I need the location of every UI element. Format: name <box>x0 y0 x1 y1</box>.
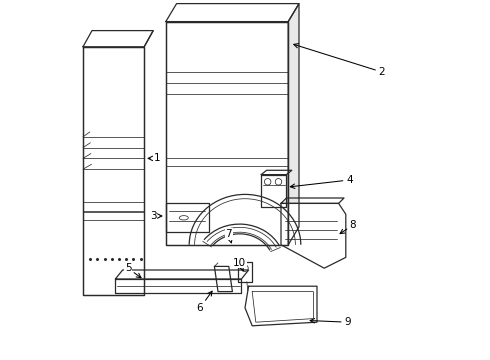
Text: 6: 6 <box>196 291 212 313</box>
Polygon shape <box>83 47 144 295</box>
Polygon shape <box>281 203 346 268</box>
Text: 9: 9 <box>310 317 351 327</box>
Polygon shape <box>245 286 317 326</box>
Text: 2: 2 <box>294 44 385 77</box>
Text: 8: 8 <box>340 220 356 234</box>
Text: 7: 7 <box>225 229 232 243</box>
Text: 5: 5 <box>124 263 141 278</box>
Polygon shape <box>261 175 286 207</box>
Polygon shape <box>288 4 299 245</box>
Text: 3: 3 <box>150 211 162 221</box>
Polygon shape <box>238 262 252 282</box>
Polygon shape <box>116 279 242 293</box>
Text: 10: 10 <box>233 258 246 271</box>
Text: 4: 4 <box>290 175 353 188</box>
Polygon shape <box>215 266 232 292</box>
Text: 1: 1 <box>148 153 160 163</box>
Polygon shape <box>166 22 288 245</box>
Polygon shape <box>166 203 209 232</box>
